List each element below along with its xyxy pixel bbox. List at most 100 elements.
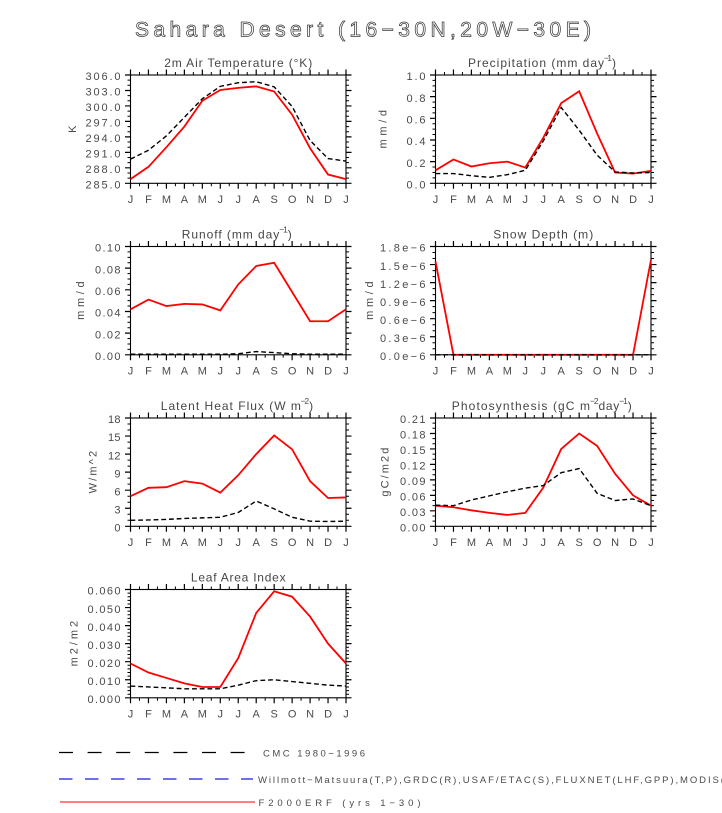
svg-text:0.00: 0.00	[400, 523, 426, 535]
svg-text:J: J	[218, 537, 224, 549]
svg-text:Runoff (mm day: Runoff (mm day	[182, 228, 279, 242]
svg-text:M: M	[162, 194, 171, 206]
svg-text:0.10: 0.10	[95, 243, 121, 255]
svg-text:S: S	[575, 537, 582, 549]
svg-text:0.4: 0.4	[407, 136, 426, 148]
svg-text:297.0: 297.0	[86, 118, 121, 130]
svg-text:−1: −1	[619, 396, 628, 406]
svg-text:0.12: 0.12	[400, 461, 426, 473]
svg-text:A: A	[486, 537, 494, 549]
svg-text:0.06: 0.06	[95, 286, 121, 298]
svg-text:0.060: 0.060	[88, 586, 121, 598]
svg-text:0.08: 0.08	[95, 264, 121, 276]
svg-text:Willmott−Matsuura(T,P),GRDC(R): Willmott−Matsuura(T,P),GRDC(R),USAF/ETAC…	[258, 775, 722, 786]
svg-text:J: J	[236, 709, 242, 721]
svg-text:gC/m2d: gC/m2d	[380, 448, 392, 497]
svg-text:0.09: 0.09	[400, 476, 426, 488]
svg-text:D: D	[629, 537, 637, 549]
svg-text:303.0: 303.0	[86, 87, 121, 99]
svg-text:M: M	[162, 366, 171, 378]
svg-text:J: J	[128, 709, 134, 721]
svg-text:F: F	[145, 366, 152, 378]
svg-text:N: N	[611, 537, 619, 549]
svg-text:A: A	[253, 194, 261, 206]
svg-text:−2: −2	[590, 396, 599, 406]
svg-text:O: O	[288, 709, 297, 721]
svg-text:0.9e−6: 0.9e−6	[380, 297, 426, 309]
svg-text:M: M	[467, 194, 476, 206]
svg-text:−1: −1	[604, 53, 612, 63]
svg-text:D: D	[324, 366, 332, 378]
svg-text:A: A	[181, 366, 189, 378]
svg-text:A: A	[253, 366, 261, 378]
svg-text:0.020: 0.020	[88, 658, 121, 670]
svg-text:0.18: 0.18	[400, 430, 426, 442]
svg-text:F: F	[450, 537, 457, 549]
svg-text:3: 3	[114, 504, 120, 516]
svg-text:291.0: 291.0	[86, 149, 121, 161]
svg-text:O: O	[288, 194, 297, 206]
svg-text:15: 15	[108, 432, 121, 444]
svg-text:S: S	[270, 366, 277, 378]
svg-text:D: D	[324, 194, 332, 206]
svg-text:Precipitation (mm day: Precipitation (mm day	[468, 56, 604, 70]
svg-text:0.050: 0.050	[88, 604, 121, 616]
svg-text:J: J	[433, 537, 439, 549]
svg-text:285.0: 285.0	[86, 180, 121, 192]
svg-text:N: N	[306, 366, 314, 378]
svg-text:M: M	[162, 709, 171, 721]
svg-text:J: J	[541, 194, 547, 206]
svg-text:9: 9	[114, 468, 120, 480]
svg-text:N: N	[611, 194, 619, 206]
svg-text:M: M	[503, 194, 512, 206]
svg-text:O: O	[288, 366, 297, 378]
svg-text:M: M	[198, 537, 207, 549]
svg-text:O: O	[288, 537, 297, 549]
svg-text:−1: −1	[279, 225, 288, 235]
svg-text:S: S	[270, 194, 277, 206]
svg-text:S: S	[575, 366, 582, 378]
svg-text:CMC 1980−1996: CMC 1980−1996	[263, 749, 365, 760]
svg-text:18: 18	[108, 414, 121, 426]
svg-text:294.0: 294.0	[86, 133, 121, 145]
svg-text:N: N	[306, 194, 314, 206]
svg-text:12: 12	[108, 450, 121, 462]
svg-text:J: J	[648, 537, 654, 549]
svg-text:day: day	[599, 399, 620, 413]
svg-text:J: J	[128, 537, 134, 549]
svg-text:J: J	[128, 366, 134, 378]
svg-text:Snow Depth (m): Snow Depth (m)	[493, 228, 593, 242]
svg-text:0.04: 0.04	[95, 308, 121, 320]
svg-text:J: J	[343, 194, 349, 206]
svg-text:O: O	[593, 194, 602, 206]
svg-text:0.21: 0.21	[400, 414, 426, 426]
svg-text:0.6e−6: 0.6e−6	[380, 315, 426, 327]
svg-text:): )	[309, 399, 313, 413]
svg-text:J: J	[343, 537, 349, 549]
svg-text:A: A	[558, 537, 566, 549]
svg-text:D: D	[629, 194, 637, 206]
svg-text:mm/d: mm/d	[378, 110, 390, 149]
svg-text:0.02: 0.02	[95, 329, 121, 341]
svg-text:S: S	[575, 194, 582, 206]
svg-text:M: M	[467, 537, 476, 549]
svg-text:m2/m2: m2/m2	[69, 621, 81, 667]
svg-text:mm/d: mm/d	[364, 281, 376, 320]
svg-text:0.00: 0.00	[95, 351, 121, 363]
svg-text:J: J	[523, 194, 529, 206]
svg-text:A: A	[253, 537, 261, 549]
svg-text:J: J	[541, 366, 547, 378]
svg-text:1.5e−6: 1.5e−6	[380, 261, 426, 273]
svg-text:Latent Heat Flux (W m: Latent Heat Flux (W m	[161, 399, 301, 413]
svg-text:S: S	[270, 537, 277, 549]
svg-text:J: J	[218, 709, 224, 721]
svg-text:0.06: 0.06	[400, 492, 426, 504]
svg-text:A: A	[253, 709, 261, 721]
svg-text:): )	[612, 56, 616, 70]
svg-text:J: J	[236, 366, 242, 378]
svg-text:F: F	[145, 194, 152, 206]
svg-text:J: J	[541, 537, 547, 549]
svg-text:O: O	[593, 537, 602, 549]
svg-text:D: D	[629, 366, 637, 378]
svg-text:N: N	[611, 366, 619, 378]
